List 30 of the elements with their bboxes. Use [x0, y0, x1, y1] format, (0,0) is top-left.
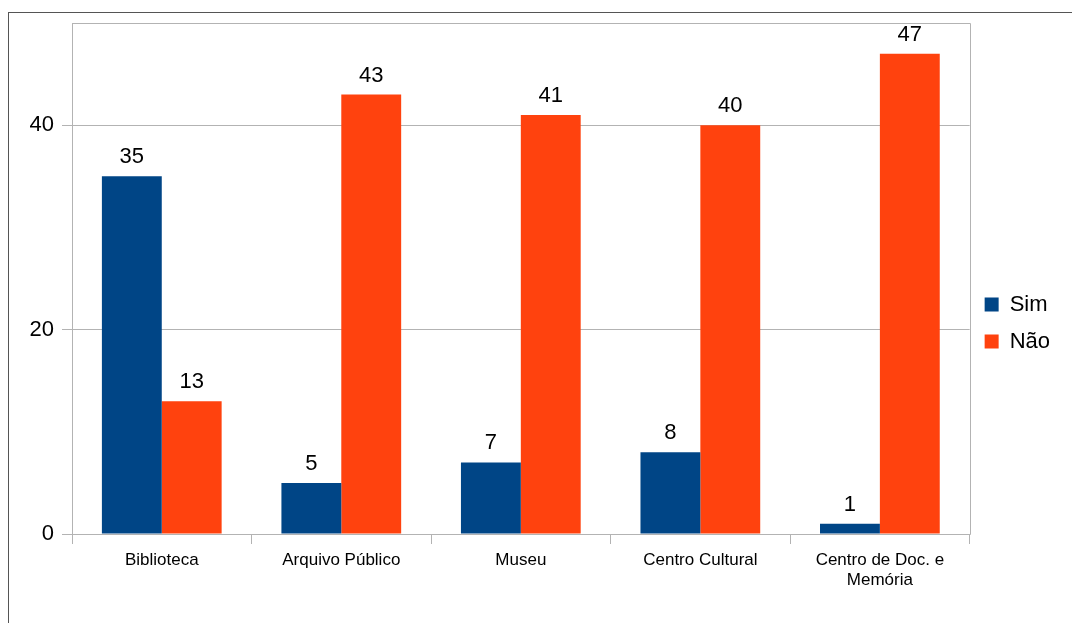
y-tick-label: 0: [41, 520, 54, 546]
legend-label: Não: [1009, 327, 1050, 353]
bar: [101, 176, 162, 534]
bar: [520, 114, 581, 534]
legend-label: Sim: [1009, 290, 1048, 316]
data-label: 47: [897, 20, 923, 46]
x-tick-label: Biblioteca: [124, 549, 200, 569]
data-label: 1: [843, 490, 857, 516]
bar: [879, 53, 940, 534]
data-label: 41: [538, 81, 563, 107]
bar: [640, 452, 701, 534]
x-tick-label: Centro de Doc. e Memória: [815, 549, 945, 590]
data-label: 5: [305, 449, 318, 475]
data-label: 35: [119, 143, 145, 169]
y-tick-label: 20: [29, 315, 54, 341]
bar: [341, 94, 402, 534]
data-label: 13: [179, 368, 204, 394]
data-label: 7: [484, 429, 498, 455]
bar: [161, 401, 222, 534]
data-label: 8: [664, 419, 677, 445]
data-label: 40: [718, 92, 743, 118]
data-label: 43: [358, 61, 384, 87]
y-tick-label: 40: [29, 111, 54, 137]
x-tick-label: Arquivo Público: [282, 549, 401, 569]
bar: [460, 462, 521, 534]
bar: [281, 482, 342, 534]
bar: [700, 125, 761, 534]
bar: [820, 523, 880, 534]
x-tick-label: Centro Cultural: [643, 549, 758, 569]
x-tick-label: Museu: [495, 549, 547, 569]
